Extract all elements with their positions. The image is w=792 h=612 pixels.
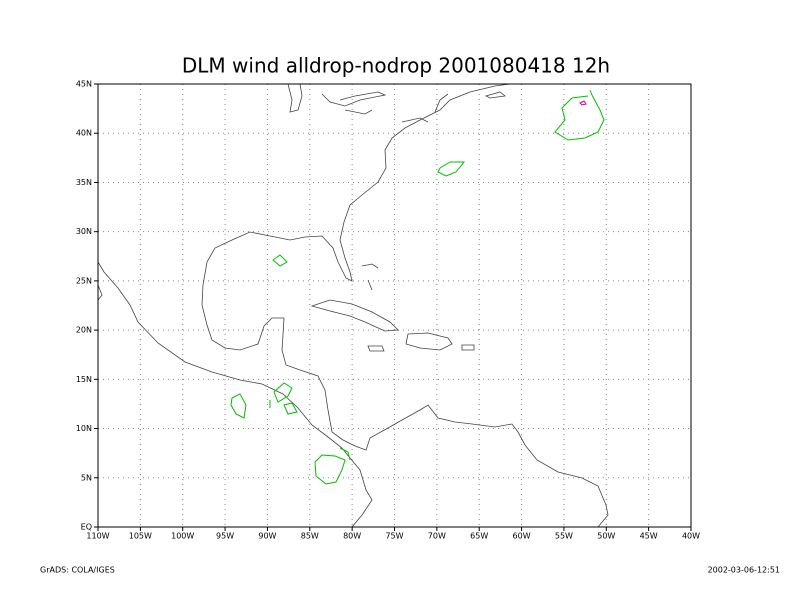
x-tick-label: 55W (555, 532, 573, 541)
contour (579, 100, 587, 106)
contour (269, 382, 298, 415)
coastlines (97, 83, 609, 528)
coastline (434, 91, 506, 113)
y-tick-label: 5N (81, 473, 92, 482)
y-tick-label: 45N (76, 80, 92, 89)
lake (321, 91, 387, 107)
x-tick-label: 100W (171, 532, 194, 541)
x-tick-label: 110W (86, 532, 109, 541)
contour (554, 89, 605, 141)
footer-left: GrADS: COLA/IGES (40, 566, 115, 575)
y-tick-label: 15N (76, 375, 92, 384)
x-tick-label: 40W (682, 532, 700, 541)
x-tick-label: 95W (216, 532, 234, 541)
x-tick-label: 105W (129, 532, 152, 541)
contour (272, 254, 288, 267)
contour (230, 393, 247, 419)
x-tick-label: 50W (597, 532, 615, 541)
island (367, 345, 385, 352)
x-tick-label: 45W (640, 532, 658, 541)
x-tick-label: 80W (343, 532, 361, 541)
y-tick-label: 20N (76, 326, 92, 335)
y-tick-label: 30N (76, 227, 92, 236)
x-tick-label: 90W (258, 532, 276, 541)
island (461, 344, 475, 351)
contour (314, 447, 351, 485)
y-tick-label: EQ (81, 523, 92, 532)
lake (287, 83, 303, 113)
lake (344, 109, 429, 123)
x-tick-label: 65W (470, 532, 488, 541)
plot-frame (97, 83, 692, 528)
x-tick-label: 70W (428, 532, 446, 541)
y-tick-label: 40N (76, 129, 92, 138)
coastline (97, 261, 373, 528)
x-tick-label: 75W (385, 532, 403, 541)
y-tick-label: 10N (76, 424, 92, 433)
title: DLM wind alldrop-nodrop 2001080418 12h (182, 54, 610, 78)
island (310, 299, 399, 332)
grid (94, 83, 692, 531)
coastline (201, 83, 609, 528)
x-tick-label: 60W (513, 532, 531, 541)
island (405, 332, 453, 351)
contours (230, 89, 605, 485)
contour (437, 161, 466, 177)
x-tick-label: 85W (301, 532, 319, 541)
y-tick-label: 25N (76, 276, 92, 285)
island (361, 263, 379, 291)
y-tick-label: 35N (76, 178, 92, 187)
coastline (97, 284, 103, 301)
footer-right: 2002-03-06-12:51 (708, 566, 780, 575)
